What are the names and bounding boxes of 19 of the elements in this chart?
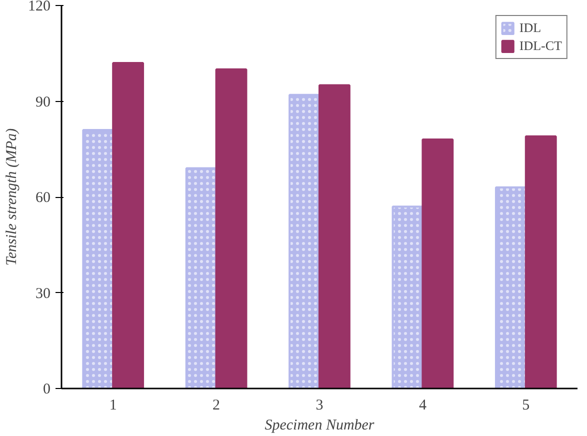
bar bbox=[318, 84, 350, 388]
x-tick-label: 2 bbox=[212, 398, 220, 414]
x-axis-title: Specimen Number bbox=[264, 418, 374, 434]
x-tick-label: 1 bbox=[109, 398, 117, 414]
x-tick-label: 3 bbox=[316, 398, 324, 414]
bar bbox=[422, 138, 454, 388]
x-tick-label: 5 bbox=[522, 398, 530, 414]
bar bbox=[524, 135, 557, 388]
x-tick-label: 4 bbox=[418, 398, 427, 414]
legend-label: IDL bbox=[519, 20, 542, 36]
y-tick-label: 60 bbox=[36, 190, 50, 206]
bar bbox=[215, 68, 248, 388]
legend-label: IDL-CT bbox=[519, 38, 562, 54]
bar bbox=[112, 62, 144, 388]
y-tick-label: 0 bbox=[43, 382, 50, 398]
y-tick-label: 90 bbox=[36, 94, 50, 110]
y-axis-title: Tensile strength (MPa) bbox=[4, 128, 20, 266]
y-tick-label: 120 bbox=[28, 0, 50, 14]
y-tick-label: 30 bbox=[36, 286, 50, 302]
